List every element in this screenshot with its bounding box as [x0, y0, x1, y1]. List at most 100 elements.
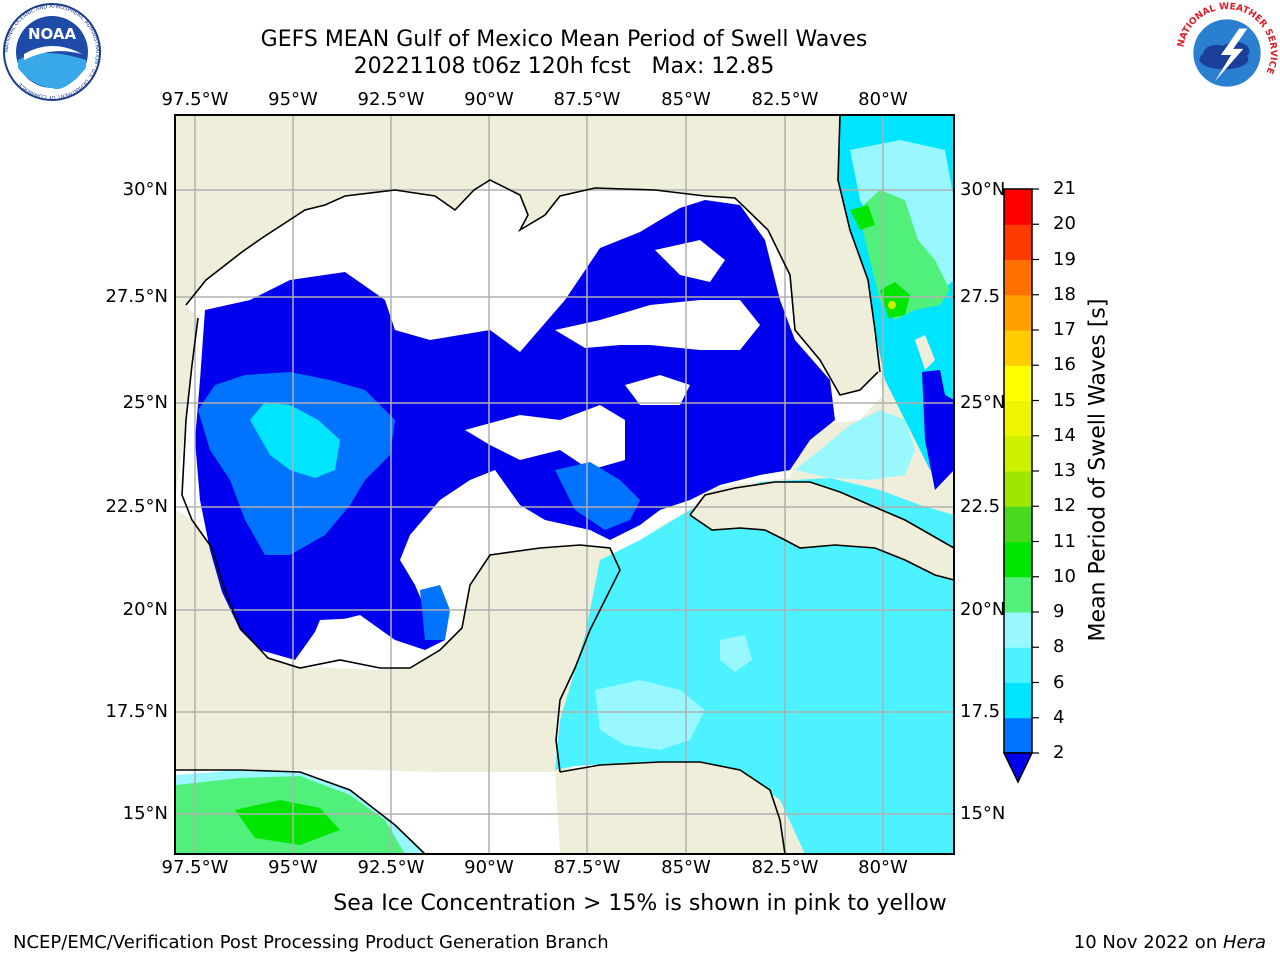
- swell-region-9-10s: [858, 190, 950, 320]
- caribbean-water: [555, 478, 954, 854]
- date-stamp: 10 Nov 2022 on Hera: [1074, 932, 1266, 954]
- mexico-coastline: [181, 317, 621, 773]
- mask-patch: [655, 240, 725, 282]
- swell-peak-12s: [888, 301, 896, 309]
- gulf-coastline: [185, 179, 879, 396]
- colorbar-tick-label: 8: [1053, 636, 1065, 658]
- colorbar-tick-label: 11: [1053, 530, 1076, 552]
- swell-region-8-9s: [720, 635, 752, 672]
- colorbar-segment: [1004, 365, 1032, 401]
- cuba-coastline: [689, 481, 954, 581]
- x-tick-label-bottom: 87.5°W: [553, 857, 621, 878]
- y-tick-label-left: 17.5°N: [105, 701, 168, 722]
- colorbar-segment: [1004, 400, 1032, 437]
- colorbar-tick-label: 9: [1053, 601, 1065, 622]
- y-tick-label-left: 20°N: [122, 599, 168, 620]
- y-tick-label-right: 17.5: [960, 701, 1001, 722]
- y-tick-label-right: 27.5: [960, 286, 1001, 307]
- map-gridlines: [175, 115, 954, 854]
- y-tick-label-right: 25°N: [960, 392, 1006, 413]
- swell-region-2-4s: [922, 370, 954, 490]
- y-tick-label-left: 25°N: [122, 392, 168, 413]
- bahamas-land: [915, 335, 935, 370]
- x-tick-label-bottom: 92.5°W: [357, 857, 425, 878]
- colorbar-segment: [1004, 647, 1032, 683]
- colorbar-tick-label: 2: [1053, 742, 1065, 763]
- x-tick-label-bottom: 97.5°W: [161, 857, 229, 878]
- x-tick-label-top: 97.5°W: [161, 89, 229, 110]
- colorbar-tick-label: 4: [1053, 706, 1065, 728]
- colorbar-tick-label: 19: [1053, 248, 1076, 270]
- colorbar-segment: [1004, 682, 1032, 719]
- credit-line: NCEP/EMC/Verification Post Processing Pr…: [13, 932, 609, 953]
- noaa-logo-text: NOAA: [28, 25, 77, 43]
- y-tick-label-right: 30°N: [960, 179, 1006, 200]
- colorbar-segment: [1004, 471, 1032, 507]
- mask-patch: [555, 300, 760, 350]
- swell-region-6-8s: [250, 402, 340, 478]
- colorbar-tick-label: 20: [1053, 213, 1076, 235]
- colorbar-tick-label: 18: [1053, 283, 1076, 305]
- colorbar-segment: [1004, 189, 1032, 225]
- swell-region-4-6s: [420, 585, 450, 640]
- swell-region-10-11s: [880, 282, 910, 318]
- x-tick-label-bottom: 85°W: [661, 857, 711, 878]
- mask-patch: [625, 375, 690, 405]
- colorbar-segment: [1004, 435, 1032, 472]
- x-tick-label-top: 92.5°W: [357, 89, 425, 110]
- y-tick-label-right: 22.5: [960, 496, 1001, 517]
- colorbar-segment: [1004, 224, 1032, 260]
- colorbar: [1003, 188, 1039, 754]
- colorbar-tick-label: 17: [1053, 319, 1076, 340]
- colorbar-segment: [1004, 330, 1032, 366]
- colorbar-tick-label: 21: [1053, 178, 1076, 199]
- machine-name: Hera: [1222, 932, 1266, 953]
- swell-region-8-9s: [595, 680, 705, 750]
- colorbar-segment: [1004, 576, 1032, 613]
- swell-region-8-9s: [795, 410, 915, 480]
- colorbar-label: Mean Period of Swell Waves [s]: [1085, 298, 1111, 642]
- y-tick-label-right: 20°N: [960, 599, 1006, 620]
- noaa-logo: NATIONAL OCEANIC AND ATMOSPHERIC ADMINIS…: [3, 3, 101, 101]
- mask-patch: [465, 405, 625, 470]
- colorbar-segment: [1004, 541, 1032, 578]
- colorbar-tick-label: 14: [1053, 424, 1076, 446]
- colorbar-tick-label: 10: [1053, 565, 1076, 587]
- x-tick-label-bottom: 90°W: [464, 857, 514, 878]
- x-tick-label-top: 82.5°W: [751, 89, 819, 110]
- date-text: 10 Nov 2022 on: [1073, 932, 1223, 953]
- colorbar-tick-label: 15: [1053, 389, 1076, 411]
- y-tick-label-left: 22.5°N: [105, 496, 168, 517]
- x-tick-label-top: 90°W: [464, 89, 514, 110]
- x-tick-label-top: 80°W: [858, 89, 908, 110]
- map-title: GEFS MEAN Gulf of Mexico Mean Period of …: [260, 27, 868, 52]
- swell-region-10-11s: [850, 205, 875, 230]
- pacific-swell-10-11s: [235, 800, 340, 845]
- map-subtitle: 20221108 t06z 120h fcst Max: 12.85: [353, 54, 775, 79]
- colorbar-tick-label: 16: [1053, 354, 1076, 376]
- colorbar-segment: [1004, 259, 1032, 296]
- mexico-south-land: [176, 510, 620, 772]
- colorbar-segment: [1004, 612, 1032, 648]
- x-tick-label-top: 87.5°W: [553, 89, 621, 110]
- x-tick-label-top: 85°W: [661, 89, 711, 110]
- x-tick-label-bottom: 80°W: [858, 857, 908, 878]
- x-tick-label-bottom: 82.5°W: [751, 857, 819, 878]
- central-america-land: [555, 762, 785, 854]
- y-tick-label-left: 27.5°N: [105, 286, 168, 307]
- colorbar-tick-label: 12: [1053, 495, 1076, 517]
- map-frame: [174, 114, 955, 855]
- central-america-coastline: [559, 761, 786, 854]
- colorbar-segment: [1004, 294, 1032, 331]
- x-tick-label-top: 95°W: [268, 89, 318, 110]
- y-tick-label-right: 15°N: [960, 803, 1006, 824]
- mask-patch: [300, 618, 420, 670]
- florida-east-coastline: [837, 115, 881, 373]
- colorbar-tick-label: 13: [1053, 460, 1076, 481]
- y-tick-label-left: 30°N: [122, 179, 168, 200]
- colorbar-extend-triangle: [1002, 752, 1034, 784]
- colorbar-tick-label: 6: [1053, 671, 1065, 693]
- y-tick-label-left: 15°N: [122, 803, 168, 824]
- nws-logo: NATIONAL WEATHER SERVICE: [1176, 2, 1278, 102]
